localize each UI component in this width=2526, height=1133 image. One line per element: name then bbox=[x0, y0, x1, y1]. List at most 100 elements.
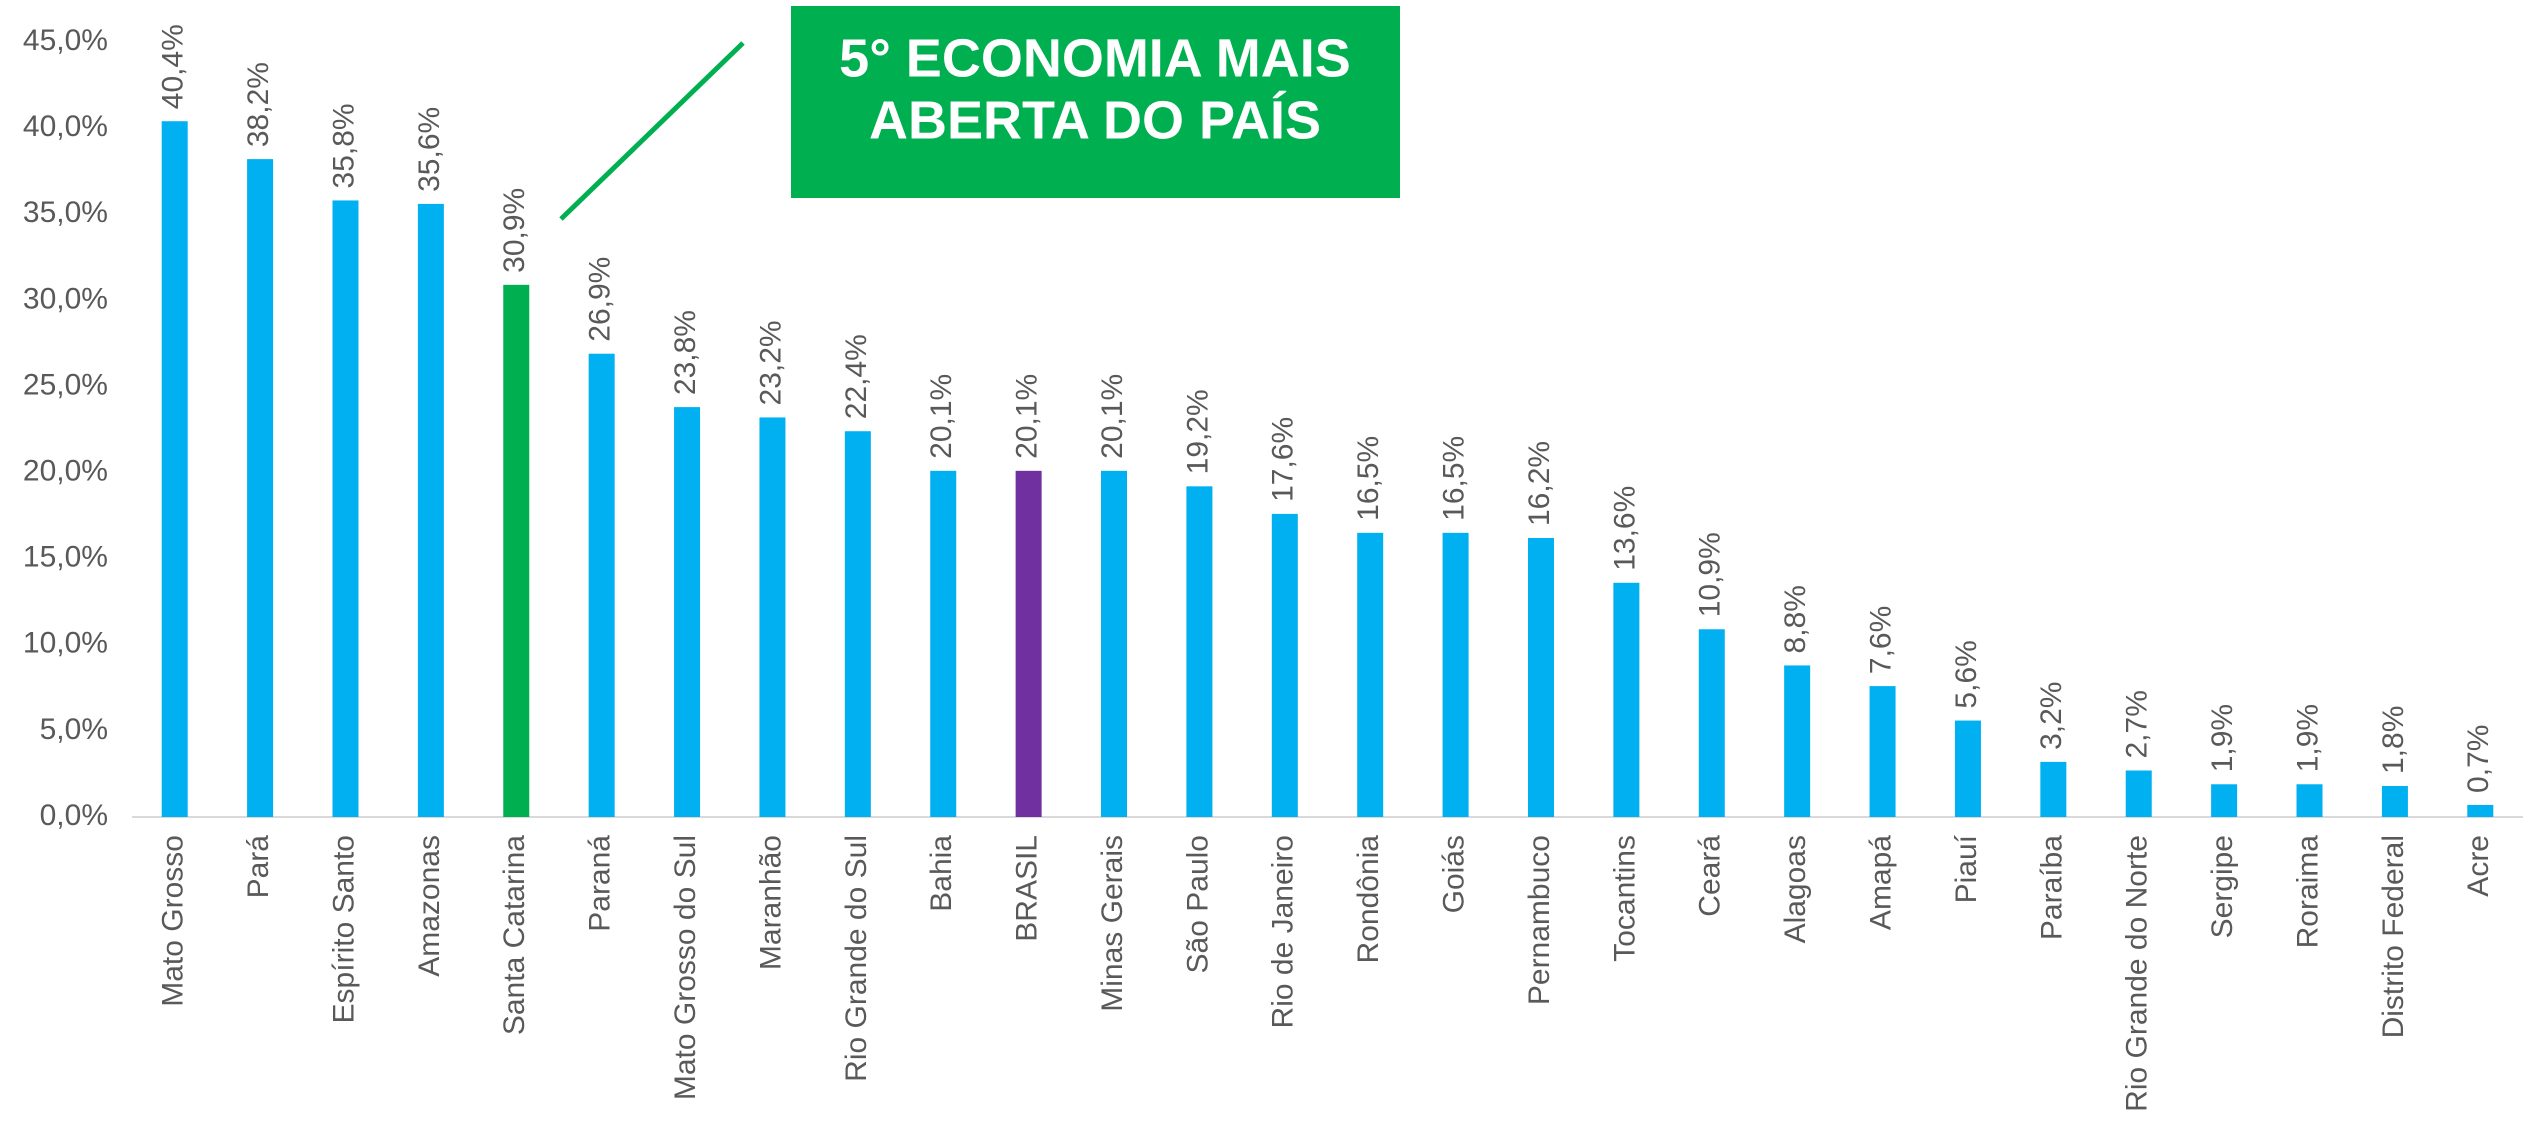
x-tick-label: Bahia bbox=[925, 835, 958, 912]
value-label: 2,7% bbox=[2121, 690, 2154, 758]
value-label: 35,8% bbox=[327, 103, 360, 188]
annotation-pointer bbox=[559, 41, 745, 221]
x-tick-label: Rio Grande do Sul bbox=[840, 835, 873, 1082]
value-label: 22,4% bbox=[840, 334, 873, 419]
bar bbox=[2296, 784, 2323, 817]
y-tick-label: 10,0% bbox=[23, 627, 108, 660]
x-tick-label: Piauí bbox=[1950, 834, 1983, 903]
bar bbox=[1698, 629, 1725, 817]
bar bbox=[503, 284, 530, 817]
x-tick-label: Acre bbox=[2462, 835, 2495, 897]
y-tick-label: 35,0% bbox=[23, 196, 108, 229]
value-label: 8,8% bbox=[1779, 585, 1812, 653]
value-label: 23,8% bbox=[669, 310, 702, 395]
bar bbox=[247, 159, 274, 818]
value-label: 0,7% bbox=[2462, 725, 2495, 793]
y-tick-label: 25,0% bbox=[23, 368, 108, 401]
value-label: 38,2% bbox=[242, 62, 275, 147]
y-tick-label: 45,0% bbox=[23, 24, 108, 57]
y-tick-label: 5,0% bbox=[40, 713, 108, 746]
value-label: 13,6% bbox=[1608, 486, 1641, 571]
bar bbox=[1954, 720, 1981, 817]
x-tick-label: Rio de Janeiro bbox=[1267, 835, 1300, 1028]
bar bbox=[1186, 486, 1213, 817]
bar bbox=[2040, 761, 2067, 817]
value-label: 26,9% bbox=[584, 257, 617, 342]
x-tick-label: Paraíba bbox=[2035, 835, 2068, 940]
value-label: 1,9% bbox=[2206, 704, 2239, 772]
x-tick-label: Distrito Federal bbox=[2377, 835, 2410, 1038]
x-tick-label: Rio Grande do Norte bbox=[2121, 835, 2154, 1112]
x-tick-label: Alagoas bbox=[1779, 835, 1812, 943]
x-tick-label: Rondônia bbox=[1352, 835, 1385, 964]
value-label: 23,2% bbox=[754, 320, 787, 405]
x-tick-label: Espírito Santo bbox=[327, 835, 360, 1023]
bar bbox=[1101, 470, 1128, 817]
x-tick-label: Santa Catarina bbox=[498, 835, 531, 1035]
x-tick-label: Mato Grosso bbox=[157, 835, 190, 1007]
value-label: 16,5% bbox=[1438, 436, 1471, 521]
x-tick-label: São Paulo bbox=[1181, 835, 1214, 973]
value-label: 7,6% bbox=[1864, 606, 1897, 674]
x-tick-label: Pernambuco bbox=[1523, 835, 1556, 1005]
value-label: 19,2% bbox=[1181, 389, 1214, 474]
y-tick-label: 30,0% bbox=[23, 282, 108, 315]
bar bbox=[1357, 532, 1384, 817]
value-label: 20,1% bbox=[1096, 374, 1129, 459]
value-label: 17,6% bbox=[1267, 417, 1300, 502]
annotation-text: ABERTA DO PAÍS bbox=[869, 90, 1321, 150]
x-tick-label: Minas Gerais bbox=[1096, 835, 1129, 1012]
value-label: 30,9% bbox=[498, 188, 531, 273]
x-tick-label: Pará bbox=[242, 835, 275, 899]
value-label: 5,6% bbox=[1950, 640, 1983, 708]
x-tick-label: Amapá bbox=[1864, 835, 1897, 930]
x-tick-label: Paraná bbox=[584, 835, 617, 932]
value-label: 1,8% bbox=[2377, 706, 2410, 774]
bar bbox=[161, 121, 188, 817]
bar bbox=[1271, 513, 1298, 817]
x-tick-label: Maranhão bbox=[754, 835, 787, 970]
y-tick-label: 20,0% bbox=[23, 454, 108, 487]
x-tick-label: Amazonas bbox=[413, 835, 446, 977]
bar bbox=[1442, 532, 1469, 817]
value-label: 35,6% bbox=[413, 107, 446, 192]
value-label: 20,1% bbox=[1011, 374, 1044, 459]
x-tick-label: Roraima bbox=[2291, 835, 2324, 949]
value-label: 10,9% bbox=[1694, 532, 1727, 617]
bar bbox=[588, 353, 615, 817]
bar bbox=[1527, 538, 1554, 817]
x-tick-label: Ceará bbox=[1694, 835, 1727, 917]
x-tick-label: Mato Grosso do Sul bbox=[669, 835, 702, 1100]
value-label: 16,2% bbox=[1523, 441, 1556, 526]
bar bbox=[332, 200, 359, 817]
x-tick-label: Sergipe bbox=[2206, 835, 2239, 938]
bar bbox=[2467, 804, 2494, 817]
bar bbox=[759, 417, 786, 817]
value-label: 16,5% bbox=[1352, 436, 1385, 521]
x-tick-label: Tocantins bbox=[1608, 835, 1641, 962]
value-label: 40,4% bbox=[157, 24, 190, 109]
bar bbox=[2381, 786, 2408, 817]
y-tick-label: 40,0% bbox=[23, 110, 108, 143]
x-tick-label: Goiás bbox=[1438, 835, 1471, 913]
bar bbox=[674, 407, 701, 817]
bar bbox=[1613, 582, 1640, 817]
y-tick-label: 0,0% bbox=[40, 799, 108, 832]
annotation-box bbox=[791, 6, 1400, 198]
value-label: 20,1% bbox=[925, 374, 958, 459]
bar bbox=[1015, 470, 1042, 817]
bar bbox=[1869, 686, 1896, 817]
x-tick-label: BRASIL bbox=[1011, 835, 1044, 942]
bar bbox=[2125, 770, 2152, 817]
bar bbox=[930, 470, 957, 817]
bar bbox=[417, 203, 444, 817]
bar bbox=[1784, 665, 1811, 817]
y-tick-label: 15,0% bbox=[23, 541, 108, 574]
value-label: 3,2% bbox=[2035, 681, 2068, 749]
bar bbox=[2211, 784, 2238, 817]
bar bbox=[844, 431, 871, 817]
value-label: 1,9% bbox=[2291, 704, 2324, 772]
annotation-text: 5° ECONOMIA MAIS bbox=[839, 28, 1351, 88]
